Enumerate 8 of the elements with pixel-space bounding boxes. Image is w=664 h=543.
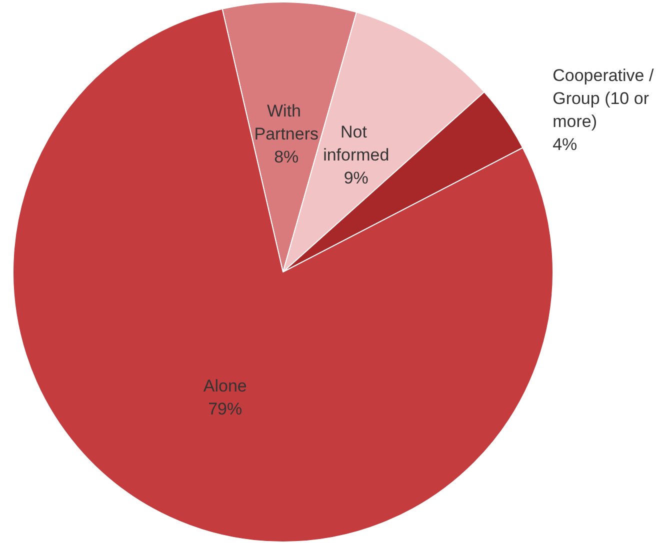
slice-label: Alone: [203, 376, 247, 396]
data-label: 79%: [208, 399, 242, 418]
data-label: 4%: [552, 135, 578, 154]
slice-label: With Partners: [254, 102, 318, 144]
data-label: 9%: [344, 168, 368, 188]
data-label: 8%: [274, 148, 299, 167]
slice-label: Cooperative / Group (10 or more): [552, 66, 658, 132]
slice-label: Not informed: [323, 122, 390, 164]
